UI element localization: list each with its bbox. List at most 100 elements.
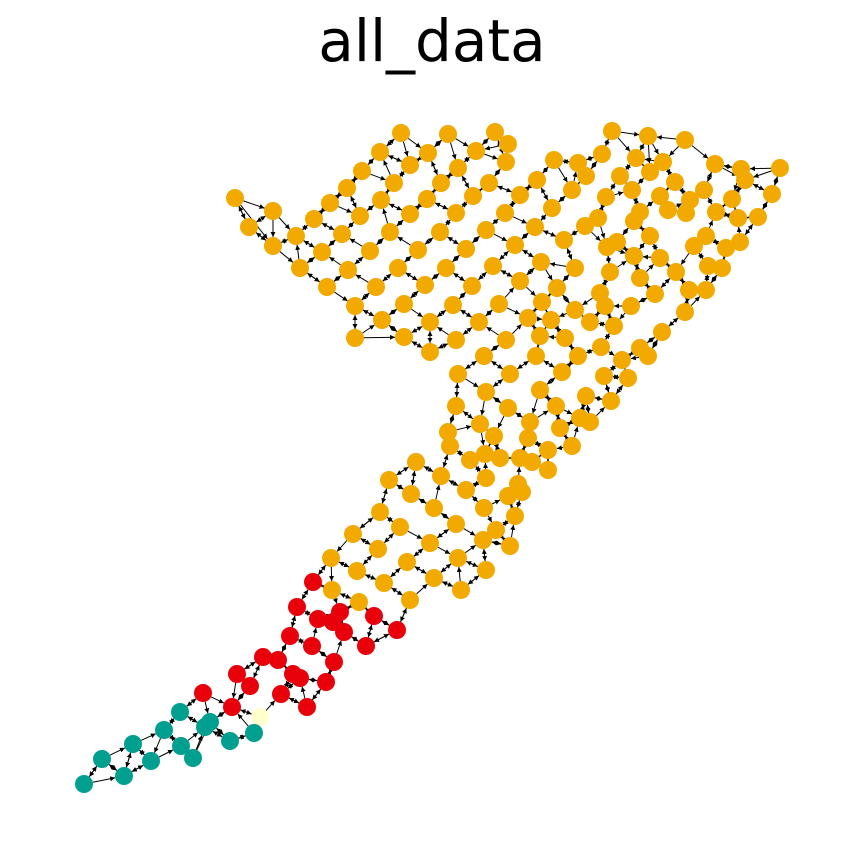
graph-node-main — [677, 204, 695, 222]
graph-edge — [545, 293, 551, 300]
graph-node-main — [667, 263, 685, 281]
graph-edge — [204, 701, 210, 714]
graph-edge — [562, 274, 570, 282]
graph-edge — [516, 466, 522, 476]
graph-edge — [312, 688, 321, 701]
graph-node-main — [447, 515, 465, 533]
graph-edge — [680, 188, 686, 195]
graph-edge — [647, 336, 655, 344]
graph-edge — [635, 264, 641, 271]
graph-edge — [579, 404, 585, 411]
graph-edge — [585, 404, 591, 414]
graph-edge — [411, 308, 423, 318]
graph-edge — [216, 727, 224, 736]
graph-node-main — [666, 173, 684, 191]
graph-edge — [456, 566, 462, 582]
graph-edge — [407, 137, 422, 149]
graph-node-main — [651, 249, 669, 267]
graph-edge — [630, 355, 640, 361]
graph-node-red — [303, 637, 321, 655]
graph-edge — [333, 275, 342, 282]
graph-node-red — [317, 673, 335, 691]
graph-node-main — [676, 131, 694, 149]
graph-node-main — [467, 142, 485, 160]
graph-edge — [386, 138, 395, 147]
graph-edge — [288, 697, 300, 704]
graph-node-teal — [201, 713, 219, 731]
graph-node-main — [361, 242, 379, 260]
graph-node-main — [474, 531, 492, 549]
graph-node-main — [477, 469, 495, 487]
graph-node-main — [547, 397, 565, 415]
graph-edge — [365, 607, 371, 614]
graph-edge — [617, 137, 631, 152]
graph-node-main — [441, 437, 459, 455]
graph-edge — [472, 482, 479, 488]
graph-edge — [601, 279, 607, 286]
graph-edge — [604, 333, 610, 340]
graph-node-red — [298, 698, 316, 716]
graph-edge — [391, 587, 403, 596]
graph-node-main — [432, 467, 450, 485]
graph-node-main — [581, 413, 599, 431]
graph-edge — [388, 325, 398, 332]
graph-node-main — [625, 247, 643, 265]
graph-edge — [283, 681, 289, 688]
graph-edge — [530, 308, 537, 315]
graph-node-main — [506, 507, 524, 525]
graph-edge — [466, 561, 478, 567]
graph-node-teal — [155, 721, 173, 739]
graph-edge — [609, 365, 616, 372]
graph-node-main — [344, 525, 362, 543]
graph-node-main — [641, 227, 659, 245]
graph-node-main — [226, 189, 244, 207]
graph-node-main — [553, 363, 571, 381]
graph-edge — [509, 201, 515, 208]
graph-edge — [494, 168, 501, 177]
graph-node-teal — [115, 767, 133, 785]
graph-edge — [455, 138, 469, 147]
graph-edge — [443, 454, 449, 468]
graph-node-red — [325, 653, 343, 671]
graph-node-red — [304, 573, 322, 591]
graph-edge — [484, 145, 500, 151]
graph-node-main — [706, 155, 724, 173]
graph-edge — [540, 187, 549, 201]
graph-edge — [389, 308, 397, 316]
graph-edge — [719, 204, 726, 210]
graph-edge — [558, 195, 566, 203]
graph-edge — [302, 224, 308, 231]
graph-edge — [537, 410, 549, 418]
graph-edge — [457, 450, 463, 457]
graph-node-main — [439, 125, 457, 143]
graph-node-red — [228, 665, 246, 683]
graph-node-teal — [172, 737, 190, 755]
graph-edge — [334, 291, 348, 302]
graph-edge — [684, 298, 689, 305]
graph-edge — [573, 426, 579, 438]
graph-edge — [708, 220, 713, 228]
graph-node-main — [519, 429, 537, 447]
graph-edge — [707, 197, 713, 205]
graph-edge — [566, 248, 573, 260]
graph-edge — [476, 188, 483, 194]
graph-node-main — [480, 174, 498, 192]
graph-edge — [238, 735, 246, 740]
graph-edge — [382, 273, 392, 282]
graph-edge — [710, 275, 718, 283]
graph-node-red — [365, 607, 383, 625]
graph-node-main — [521, 413, 539, 431]
graph-title: all_data — [318, 7, 546, 75]
graph-edge — [355, 274, 369, 283]
graph-edge — [675, 203, 683, 209]
graph-edge — [307, 272, 320, 283]
graph-node-main — [449, 365, 467, 383]
graph-node-main — [597, 188, 615, 206]
graph-node-main — [685, 237, 703, 255]
graph-edge — [668, 317, 679, 327]
graph-node-teal — [184, 749, 202, 767]
graph-edge — [619, 312, 626, 320]
graph-edge — [749, 166, 772, 172]
graph-edge — [493, 233, 508, 242]
graph-edge — [365, 574, 376, 580]
